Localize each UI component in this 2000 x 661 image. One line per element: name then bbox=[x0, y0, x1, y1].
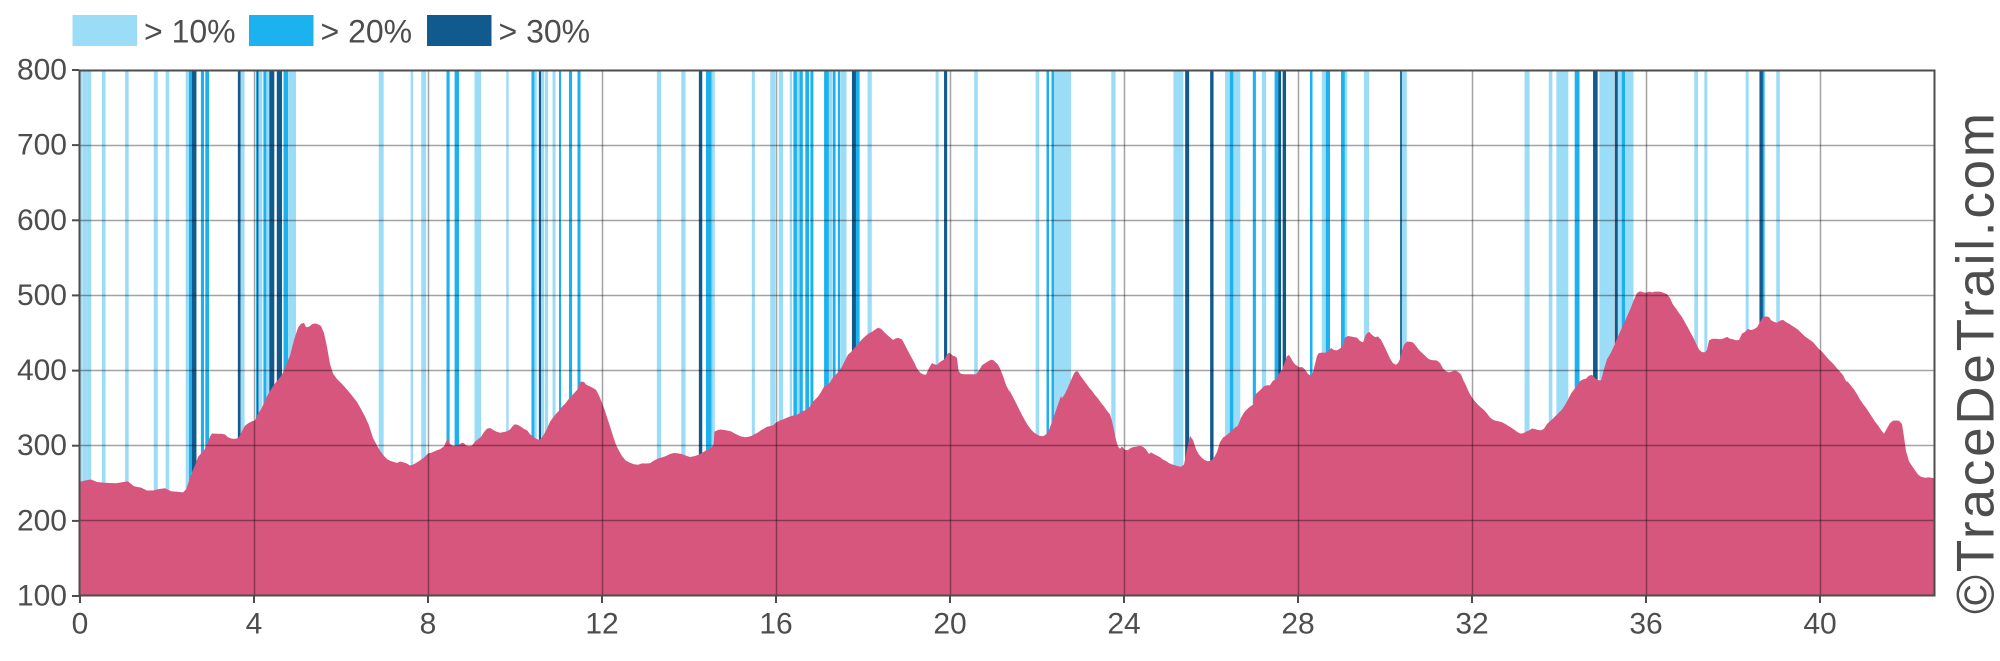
svg-text:600: 600 bbox=[17, 204, 67, 237]
svg-text:100: 100 bbox=[17, 580, 67, 613]
svg-text:> 30%: > 30% bbox=[499, 14, 591, 50]
svg-text:> 10%: > 10% bbox=[144, 14, 236, 50]
svg-text:500: 500 bbox=[17, 279, 67, 312]
svg-text:400: 400 bbox=[17, 354, 67, 387]
svg-text:800: 800 bbox=[17, 54, 67, 87]
svg-text:28: 28 bbox=[1281, 608, 1314, 641]
svg-text:0: 0 bbox=[72, 608, 89, 641]
svg-text:©TraceDeTrail.com: ©TraceDeTrail.com bbox=[1947, 110, 2000, 614]
svg-text:8: 8 bbox=[420, 608, 437, 641]
svg-text:36: 36 bbox=[1629, 608, 1662, 641]
svg-text:16: 16 bbox=[759, 608, 792, 641]
svg-text:20: 20 bbox=[933, 608, 966, 641]
svg-text:300: 300 bbox=[17, 429, 67, 462]
svg-text:> 20%: > 20% bbox=[321, 14, 413, 50]
svg-text:12: 12 bbox=[585, 608, 618, 641]
svg-text:700: 700 bbox=[17, 129, 67, 162]
svg-text:200: 200 bbox=[17, 504, 67, 537]
svg-text:32: 32 bbox=[1455, 608, 1488, 641]
svg-text:40: 40 bbox=[1803, 608, 1836, 641]
svg-text:24: 24 bbox=[1107, 608, 1140, 641]
svg-text:4: 4 bbox=[246, 608, 263, 641]
